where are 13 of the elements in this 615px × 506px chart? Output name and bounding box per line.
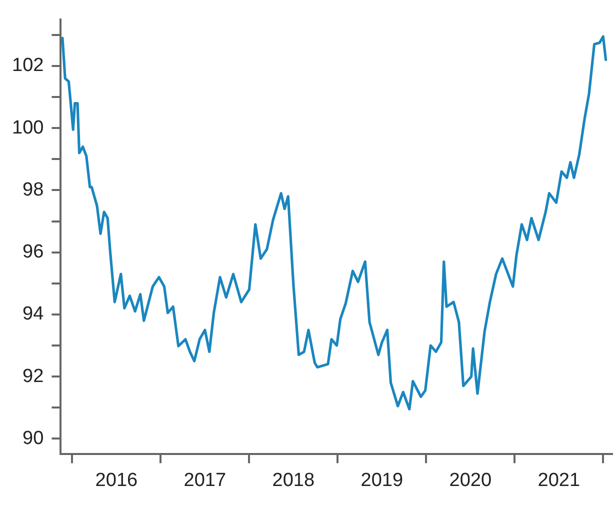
x-tick-label: 2016 [95,470,138,491]
y-tick-label: 94 [22,304,44,325]
y-tick-label: 96 [22,242,44,263]
x-tick-label: 2020 [449,470,492,491]
y-tick-label: 102 [12,55,44,76]
y-tick-label: 90 [22,428,44,449]
y-tick-label: 98 [22,179,44,200]
y-tick-label: 100 [12,117,44,138]
x-tick-label: 2018 [272,470,315,491]
y-tick-label: 92 [22,366,44,387]
x-tick-label: 2017 [184,470,226,491]
x-tick-label: 2019 [360,470,404,491]
x-tick-label: 2021 [538,470,580,491]
